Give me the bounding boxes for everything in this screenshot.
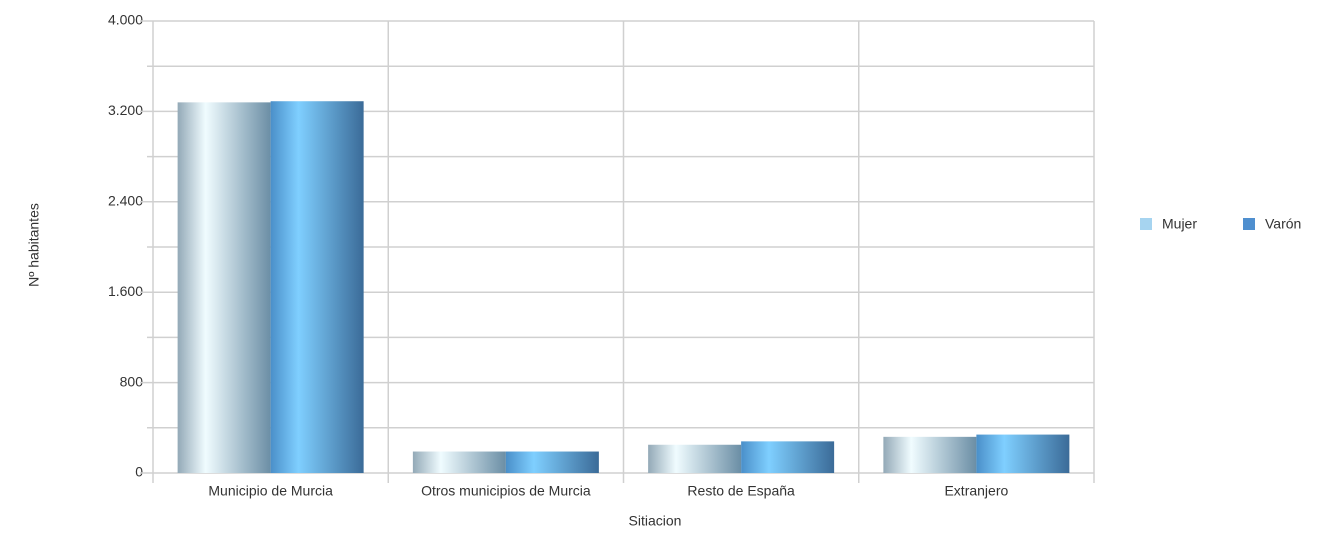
legend-label: Varón xyxy=(1265,216,1301,232)
bar xyxy=(648,444,742,473)
bar xyxy=(505,451,599,473)
bar xyxy=(976,434,1070,473)
y-tick-label: 3.200 xyxy=(108,102,143,118)
legend-label: Mujer xyxy=(1162,216,1197,232)
y-tick-label: 2.400 xyxy=(108,193,143,209)
y-tick-label: 4.000 xyxy=(108,12,143,28)
x-tick-label: Otros municipios de Murcia xyxy=(421,483,591,499)
legend-swatch xyxy=(1243,218,1255,230)
y-axis-title: Nº habitantes xyxy=(26,203,42,287)
bar xyxy=(741,441,835,473)
x-axis-title: Sitiacion xyxy=(629,513,682,529)
bar xyxy=(883,436,977,473)
x-tick-label: Municipio de Murcia xyxy=(208,483,333,499)
x-tick-label: Resto de España xyxy=(687,483,795,499)
bar xyxy=(412,451,506,473)
y-tick-label: 0 xyxy=(135,464,143,480)
y-tick-label: 800 xyxy=(120,373,144,389)
bar xyxy=(270,101,364,473)
x-tick-label: Extranjero xyxy=(944,483,1008,499)
legend-swatch xyxy=(1140,218,1152,230)
y-tick-label: 1.600 xyxy=(108,283,143,299)
bar xyxy=(177,102,271,474)
